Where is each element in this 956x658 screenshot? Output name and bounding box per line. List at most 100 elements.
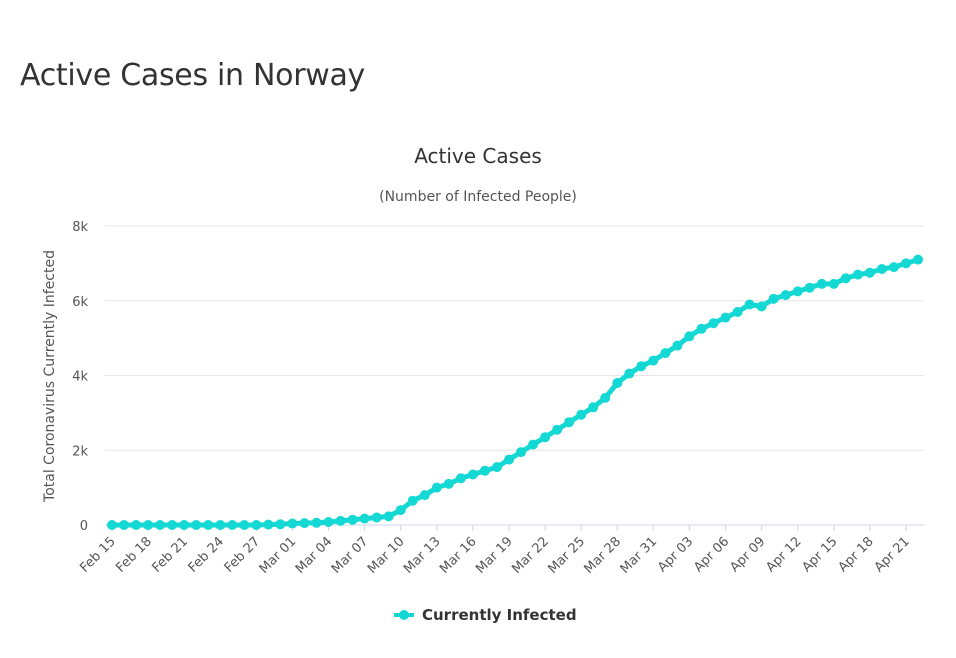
- data-point: [648, 355, 659, 366]
- data-point: [516, 447, 526, 458]
- data-point: [540, 432, 551, 443]
- legend-label: Currently Infected: [422, 606, 577, 624]
- data-point: [816, 278, 827, 289]
- data-point: [251, 520, 262, 530]
- data-point: [131, 520, 142, 530]
- x-tick-label: Apr 06: [691, 534, 732, 575]
- data-point: [588, 402, 599, 413]
- data-point: [215, 520, 226, 530]
- data-point: [576, 409, 587, 420]
- x-tick-label: Apr 15: [799, 534, 840, 575]
- data-point: [792, 286, 803, 297]
- x-tick-label: Mar 19: [473, 534, 516, 577]
- data-point: [876, 264, 887, 274]
- x-tick-label: Mar 01: [257, 534, 300, 577]
- data-point: [203, 520, 214, 530]
- x-tick-label: Apr 09: [727, 534, 768, 575]
- data-point: [852, 269, 863, 280]
- legend-swatch-marker: [399, 610, 409, 620]
- data-point: [696, 323, 707, 334]
- x-tick-label: Apr 21: [872, 534, 913, 575]
- data-point: [804, 282, 815, 293]
- x-tick-label: Mar 07: [329, 534, 372, 577]
- data-point: [179, 520, 190, 530]
- x-tick-label: Apr 03: [655, 534, 696, 575]
- x-tick-label: Mar 13: [401, 534, 444, 577]
- x-tick-label: Mar 04: [293, 534, 336, 577]
- gridlines: [105, 225, 924, 451]
- data-point: [564, 417, 575, 428]
- y-tick-label: 2k: [72, 444, 88, 459]
- data-point: [407, 495, 418, 506]
- data-point: [443, 478, 454, 489]
- data-point: [636, 361, 647, 372]
- data-point: [492, 462, 502, 473]
- data-point: [275, 519, 286, 530]
- chart-subtitle: (Number of Infected People): [379, 189, 577, 205]
- data-point: [227, 520, 238, 530]
- data-point: [552, 424, 563, 435]
- x-tick-label: Feb 15: [77, 534, 119, 576]
- x-tick-label: Feb 18: [113, 534, 155, 576]
- data-point: [455, 473, 466, 484]
- data-point: [672, 340, 683, 351]
- data-point: [660, 348, 671, 359]
- x-tick-label: Feb 27: [222, 534, 264, 576]
- data-point: [347, 514, 358, 525]
- data-point: [600, 392, 611, 403]
- series-group: [107, 254, 923, 530]
- data-point: [239, 520, 250, 530]
- data-point: [708, 318, 719, 329]
- data-point: [720, 312, 731, 323]
- data-point: [768, 293, 779, 304]
- data-point: [311, 517, 322, 528]
- data-point: [107, 520, 117, 530]
- data-point: [167, 520, 178, 530]
- x-tick-label: Apr 12: [763, 534, 804, 575]
- x-tick-label: Mar 31: [618, 534, 661, 577]
- data-point: [143, 520, 154, 530]
- data-point: [287, 518, 298, 529]
- data-point: [744, 299, 755, 310]
- data-point: [888, 262, 899, 273]
- x-tick-label: Feb 21: [149, 534, 191, 576]
- page-title: Active Cases in Norway: [20, 58, 366, 93]
- x-tick-label: Apr 18: [836, 534, 877, 575]
- chart-title: Active Cases: [414, 144, 542, 168]
- y-tick-label: 6k: [72, 295, 88, 310]
- y-axis-ticks: 0 2k 4k 6k 8k: [72, 220, 88, 534]
- data-point: [479, 465, 490, 476]
- legend[interactable]: Currently Infected: [394, 606, 577, 624]
- data-point: [263, 519, 274, 530]
- data-point: [383, 511, 394, 522]
- data-point: [732, 307, 743, 317]
- x-tick-label: Mar 28: [582, 534, 625, 577]
- data-point: [684, 331, 695, 342]
- data-point: [419, 490, 430, 501]
- data-point: [431, 482, 442, 493]
- data-point: [840, 273, 851, 284]
- data-point: [504, 454, 514, 465]
- x-tick-label: Mar 10: [365, 534, 408, 577]
- x-tick-label: Feb 24: [186, 534, 228, 576]
- x-tick-label: Mar 22: [509, 534, 552, 577]
- data-point: [191, 520, 202, 530]
- data-point: [901, 258, 911, 269]
- data-point: [528, 439, 538, 450]
- x-tick-label: Mar 25: [545, 534, 588, 577]
- data-point: [467, 469, 478, 480]
- data-point: [323, 517, 334, 527]
- data-point: [612, 378, 623, 388]
- data-point: [299, 518, 310, 529]
- y-tick-label: 0: [80, 519, 88, 534]
- data-point: [780, 290, 791, 301]
- data-point: [864, 267, 875, 278]
- data-point: [756, 301, 767, 312]
- y-tick-label: 8k: [72, 220, 88, 235]
- data-point: [371, 512, 382, 523]
- x-tick-label: Mar 16: [437, 534, 480, 577]
- data-point: [335, 515, 346, 526]
